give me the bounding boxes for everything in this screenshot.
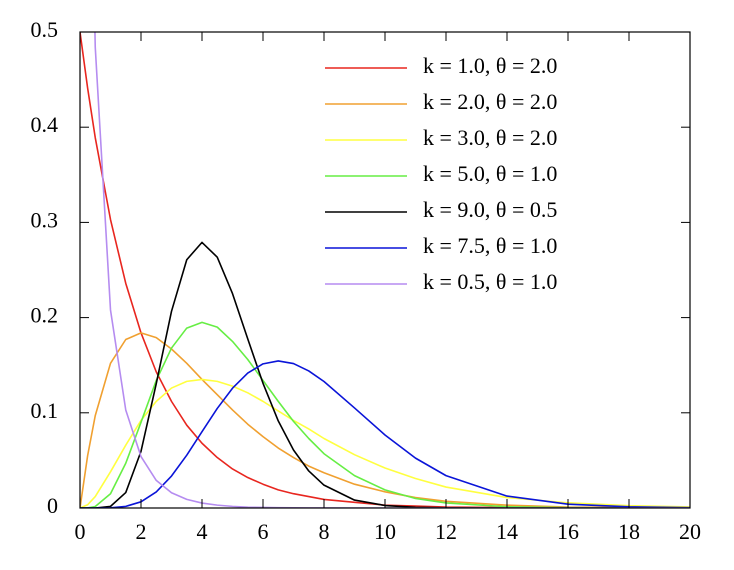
x-tick-label: 6: [258, 519, 269, 544]
x-tick-label: 4: [197, 519, 208, 544]
y-tick-label: 0.2: [31, 303, 59, 328]
x-tick-label: 14: [496, 519, 518, 544]
legend-label: k = 2.0, θ = 2.0: [423, 89, 557, 114]
x-tick-label: 2: [136, 519, 147, 544]
x-tick-label: 8: [319, 519, 330, 544]
series-line: [80, 360, 690, 508]
y-tick-label: 0.5: [31, 17, 59, 42]
y-tick-label: 0: [47, 493, 58, 518]
y-tick-label: 0.4: [31, 112, 59, 137]
x-tick-label: 0: [75, 519, 86, 544]
series-line: [80, 32, 690, 508]
x-tick-label: 16: [557, 519, 579, 544]
series-line: [80, 378, 690, 508]
plot-area: [80, 32, 690, 508]
x-tick-label: 20: [679, 519, 701, 544]
legend-label: k = 5.0, θ = 1.0: [423, 161, 557, 186]
legend-label: k = 1.0, θ = 2.0: [423, 53, 557, 78]
legend-label: k = 0.5, θ = 1.0: [423, 269, 557, 294]
y-tick-label: 0.1: [31, 398, 59, 423]
y-tick-label: 0.3: [31, 207, 59, 232]
x-tick-label: 18: [618, 519, 640, 544]
series-line: [80, 321, 690, 508]
x-tick-label: 12: [435, 519, 457, 544]
legend-label: k = 7.5, θ = 1.0: [423, 233, 557, 258]
x-tick-label: 10: [374, 519, 396, 544]
legend-label: k = 3.0, θ = 2.0: [423, 125, 557, 150]
series-line: [94, 32, 690, 508]
legend-label: k = 9.0, θ = 0.5: [423, 197, 557, 222]
series-line: [80, 332, 690, 508]
